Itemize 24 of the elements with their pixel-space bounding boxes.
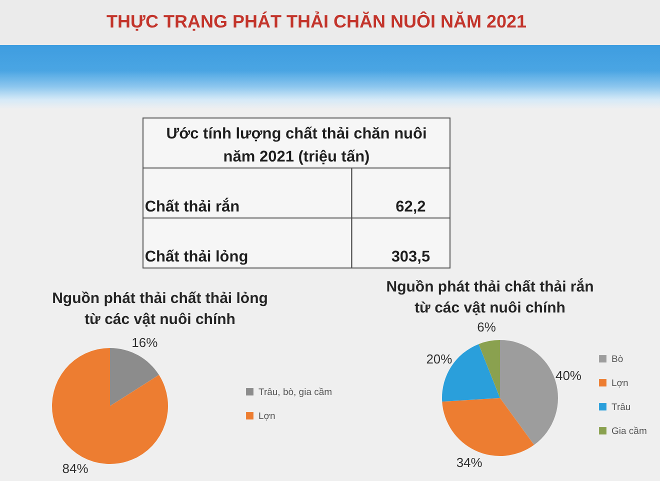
data-label: 34% — [456, 455, 483, 470]
data-label: 62,2 — [396, 198, 426, 216]
pie-slice — [110, 348, 159, 406]
legend-label: Trâu — [612, 402, 631, 413]
data-label: 6% — [477, 319, 496, 334]
pie-slice — [478, 340, 500, 398]
text: Ước tính lượng chất thải chăn nuôi năm 2021 (triệu tấn) — [166, 126, 427, 166]
data-label: 20% — [426, 351, 453, 366]
category-label: Chất thải rắn — [144, 198, 240, 216]
pie-slice — [442, 398, 534, 456]
legend-label: Lợn — [258, 410, 276, 422]
chart-title: Nguồn phát thải chất thải lỏng từ các vật nuôi chính — [52, 290, 268, 328]
category-label: Chất thải lỏng — [144, 248, 248, 266]
legend-label: Lợn — [612, 378, 628, 389]
data-label: 16% — [132, 334, 158, 350]
legend-label: Bò — [612, 354, 624, 365]
chart-title: Nguồn phát thải chất thải rắn từ các vật nuôi chính — [386, 277, 594, 316]
legend-label: Trâu, bò, gia cầm — [258, 386, 332, 398]
data-label: 303,5 — [391, 248, 430, 266]
text: THỰC TRẠNG PHÁT THẢI CHĂN NUÔI NĂM 2021 — [106, 10, 526, 32]
data-label: 40% — [555, 368, 582, 383]
pie-slice — [52, 348, 168, 464]
legend-label: Gia cầm — [612, 426, 647, 437]
data-label: 84% — [62, 461, 89, 476]
